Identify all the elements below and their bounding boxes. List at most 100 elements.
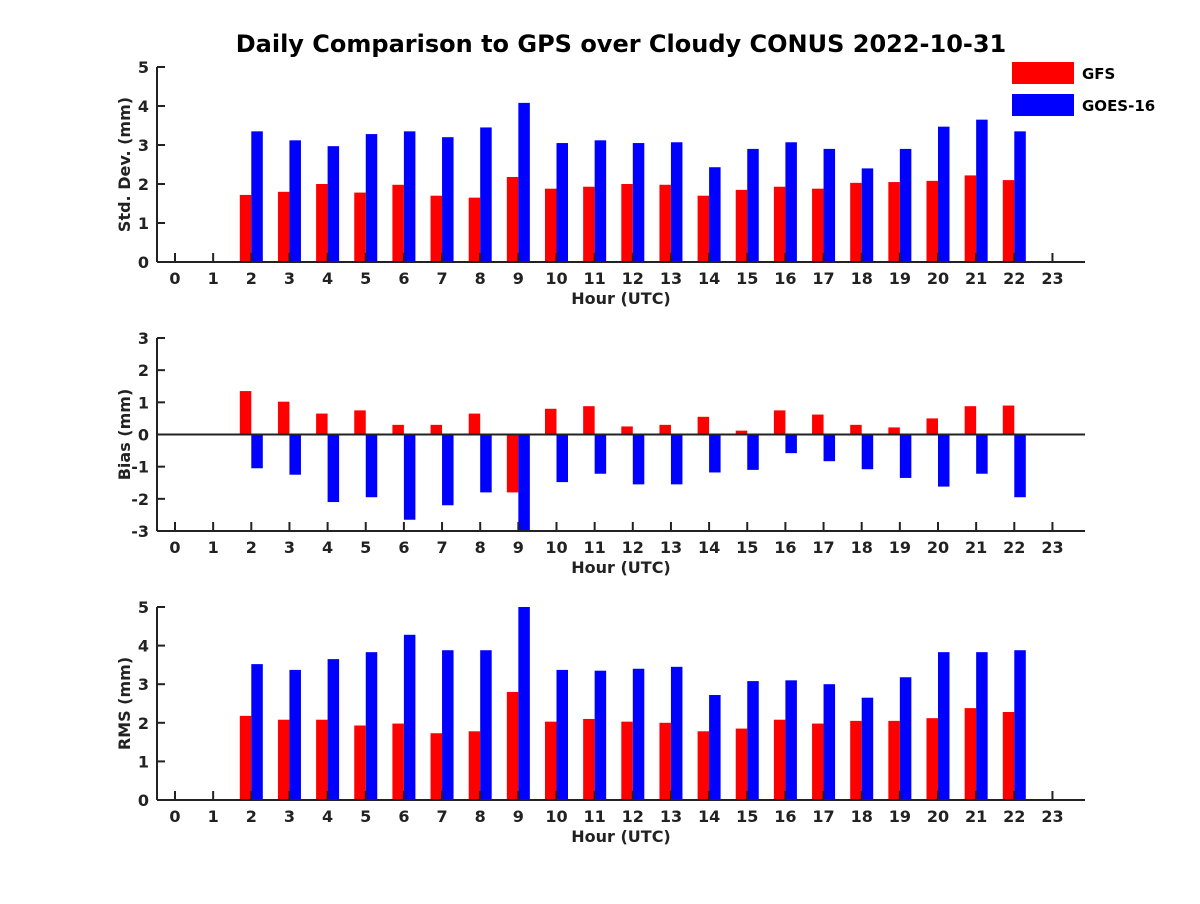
x-tick-label: 12 [622,269,644,288]
bar-gfs-hour-13 [659,722,671,800]
bar-goes-16-hour-12 [632,434,645,485]
bar-gfs-hour-2 [239,391,252,435]
x-tick-label: 1 [208,807,219,826]
x-tick-label: 21 [965,269,987,288]
bar-gfs-hour-21 [964,708,977,800]
bar-goes-16-hour-6 [403,434,416,520]
bar-gfs-hour-11 [583,406,595,435]
bar-goes-16-hour-12 [632,668,645,800]
bar-goes-16-hour-16 [785,680,797,800]
bar-gfs-hour-11 [583,186,595,262]
bar-gfs-hour-10 [545,408,557,435]
y-tick-label: 0 [138,791,149,810]
bar-goes-16-hour-15 [747,434,759,470]
bar-gfs-hour-7 [430,424,443,435]
x-tick-label: 2 [246,538,257,557]
y-tick-label: 0 [138,426,149,445]
bar-gfs-hour-14 [697,195,710,262]
x-tick-label: 23 [1041,807,1063,826]
x-tick-label: 8 [475,807,486,826]
x-tick-label: 20 [927,538,949,557]
bar-goes-16-hour-16 [785,142,797,262]
x-tick-label: 9 [513,269,524,288]
bar-gfs-hour-18 [850,720,862,800]
bar-goes-16-hour-10 [556,669,568,800]
bar-gfs-hour-4 [316,413,328,435]
bar-gfs-hour-4 [316,184,328,262]
legend-label-gfs: GFS [1082,65,1115,83]
x-tick-label: 21 [965,807,987,826]
x-tick-label: 4 [322,269,333,288]
x-tick-label: 3 [284,807,295,826]
x-tick-label: 14 [698,538,720,557]
bar-goes-16-hour-20 [938,652,950,800]
y-tick-label: 0 [138,253,149,272]
x-axis-label: Hour (UTC) [571,289,671,308]
x-tick-label: 7 [436,807,447,826]
x-tick-label: 18 [851,269,873,288]
x-tick-label: 23 [1041,269,1063,288]
x-tick-label: 11 [584,538,606,557]
bar-goes-16-hour-7 [442,650,454,800]
x-tick-label: 23 [1041,538,1063,557]
bar-gfs-hour-8 [468,731,481,800]
x-tick-label: 8 [475,269,486,288]
chart-title: Daily Comparison to GPS over Cloudy CONU… [235,30,1007,58]
bar-gfs-hour-12 [621,721,633,800]
bar-goes-16-hour-11 [594,670,607,800]
legend-swatch-goes-16 [1012,94,1074,116]
bar-goes-16-hour-5 [365,134,378,262]
x-tick-label: 5 [360,269,371,288]
bar-gfs-hour-12 [621,426,633,435]
x-tick-label: 10 [545,538,567,557]
bar-goes-16-hour-3 [289,669,301,800]
x-tick-label: 18 [851,807,873,826]
bar-goes-16-hour-13 [670,142,683,262]
x-tick-label: 13 [660,538,682,557]
x-tick-label: 9 [513,807,524,826]
x-tick-label: 3 [284,269,295,288]
bar-goes-16-hour-3 [289,140,301,262]
bar-gfs-hour-8 [468,197,481,262]
bar-gfs-hour-17 [812,188,824,262]
bar-goes-16-hour-6 [403,634,416,800]
x-tick-label: 8 [475,538,486,557]
x-tick-label: 16 [774,538,796,557]
x-tick-label: 16 [774,807,796,826]
bar-goes-16-hour-16 [785,434,797,454]
bar-goes-16-hour-19 [899,434,912,478]
y-tick-label: 5 [138,598,149,617]
x-tick-label: 22 [1003,538,1025,557]
x-tick-label: 5 [360,538,371,557]
bar-gfs-hour-4 [316,719,328,800]
y-tick-label: 1 [138,393,149,412]
bar-goes-16-hour-8 [480,127,492,262]
bar-goes-16-hour-11 [594,434,607,474]
x-tick-label: 15 [736,807,758,826]
y-axis-label: RMS (mm) [115,657,134,750]
bar-gfs-hour-8 [468,413,481,435]
y-tick-label: 1 [138,214,149,233]
x-tick-label: 6 [398,269,409,288]
bar-goes-16-hour-11 [594,140,607,262]
x-tick-label: 9 [513,538,524,557]
bar-goes-16-hour-22 [1014,434,1026,498]
x-tick-label: 1 [208,269,219,288]
bar-gfs-hour-18 [850,424,862,435]
x-tick-label: 7 [436,538,447,557]
bar-goes-16-hour-22 [1014,650,1026,800]
bar-gfs-hour-11 [583,718,595,800]
bar-gfs-hour-14 [697,731,710,800]
bar-goes-16-hour-7 [442,434,454,506]
legend-label-goes-16: GOES-16 [1082,97,1155,115]
x-tick-label: 21 [965,538,987,557]
x-tick-label: 13 [660,269,682,288]
x-tick-label: 20 [927,269,949,288]
x-tick-label: 18 [851,538,873,557]
bar-gfs-hour-5 [354,410,366,435]
x-tick-label: 0 [169,538,180,557]
x-axis-label: Hour (UTC) [571,827,671,846]
x-tick-label: 15 [736,269,758,288]
x-tick-label: 4 [322,538,333,557]
x-tick-label: 12 [622,807,644,826]
